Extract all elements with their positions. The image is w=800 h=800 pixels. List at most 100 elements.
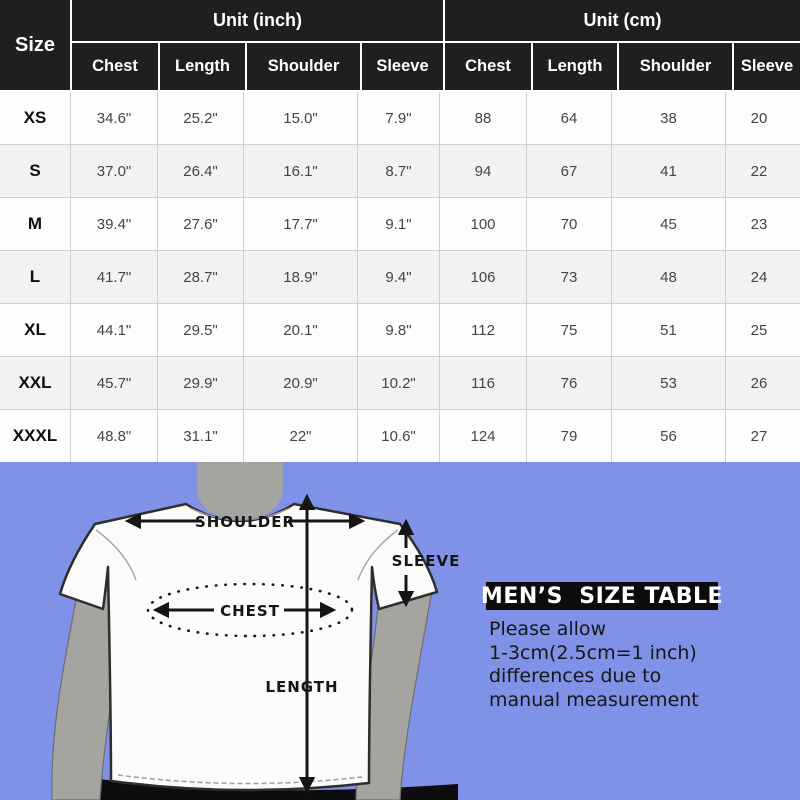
- note-line: differences due to: [489, 665, 662, 687]
- unit-inch-header-cell: Unit (inch): [72, 0, 443, 41]
- table-header: Size Unit (inch) Unit (cm) Chest Length …: [0, 0, 800, 92]
- value-cell: 22": [244, 410, 358, 462]
- value-cell: 8.7": [358, 145, 440, 197]
- value-cell: 23: [750, 215, 768, 233]
- column-header-chest-inch: Chest: [72, 43, 158, 90]
- value-cell: 41.7": [71, 251, 158, 303]
- value-cell: 94: [440, 145, 527, 197]
- value-cell: 16.1": [244, 145, 358, 197]
- value-cell: 45: [612, 198, 726, 250]
- value-cell: 10.2": [358, 357, 440, 409]
- length-label: LENGTH: [265, 678, 338, 696]
- table-row: L 41.7" 28.7" 18.9" 9.4" 106 73 48 24: [0, 250, 800, 303]
- table-row: XXL 45.7" 29.9" 20.9" 10.2" 116 76 53 26: [0, 356, 800, 409]
- value-cell: 27.6": [158, 198, 244, 250]
- value-cell: 124: [440, 410, 527, 462]
- value-cell: 112: [440, 304, 527, 356]
- value-cell: 25: [750, 321, 768, 339]
- value-cell: 48: [612, 251, 726, 303]
- value-cell: 25.2": [158, 92, 244, 144]
- column-header-sleeve-cm: Sleeve: [734, 43, 800, 90]
- size-cell: L: [0, 251, 71, 303]
- value-cell: 51: [612, 304, 726, 356]
- table-row: M 39.4" 27.6" 17.7" 9.1" 100 70 45 23: [0, 197, 800, 250]
- size-header-cell: Size: [0, 0, 70, 90]
- value-cell: 41: [612, 145, 726, 197]
- note-line: 1-3cm(2.5cm=1 inch): [489, 641, 697, 664]
- chest-dotted-ellipse: [146, 582, 354, 638]
- value-cell: 24: [750, 268, 768, 286]
- measurement-diagram: SHOULDER LENGTH CHEST SLEEVE MEN’S SIZE …: [0, 462, 800, 800]
- unit-cm-header-cell: Unit (cm): [445, 0, 800, 41]
- value-cell: 26: [750, 374, 768, 392]
- tshirt-measurement-graphic: SHOULDER LENGTH CHEST SLEEVE: [0, 462, 800, 800]
- column-header-sleeve-inch: Sleeve: [362, 43, 443, 90]
- value-cell: 18.9": [244, 251, 358, 303]
- value-cell: 20: [750, 109, 768, 127]
- note-line: manual measurement: [489, 688, 699, 711]
- value-cell: 20.9": [244, 357, 358, 409]
- value-cell: 100: [440, 198, 527, 250]
- shoulder-label: SHOULDER: [195, 513, 295, 531]
- value-cell: 75: [527, 304, 612, 356]
- value-cell: 44.1": [71, 304, 158, 356]
- value-cell: 31.1": [158, 410, 244, 462]
- value-cell: 15.0": [244, 92, 358, 144]
- mannequin-neck: [197, 462, 283, 519]
- column-header-shoulder-inch: Shoulder: [247, 43, 360, 90]
- value-cell: 39.4": [71, 198, 158, 250]
- hem-stitch-line: [117, 774, 363, 785]
- table-row: S 37.0" 26.4" 16.1" 8.7" 94 67 41 22: [0, 144, 800, 197]
- column-header-length-cm: Length: [533, 43, 617, 90]
- value-cell: 38: [612, 92, 726, 144]
- value-cell: 10.6": [358, 410, 440, 462]
- value-cell: 88: [440, 92, 527, 144]
- note-line: Please allow: [489, 618, 607, 640]
- value-cell: 64: [527, 92, 612, 144]
- value-cell: 106: [440, 251, 527, 303]
- column-header-chest-cm: Chest: [445, 43, 531, 90]
- value-cell: 45.7": [71, 357, 158, 409]
- measurement-note: Please allow 1-3cm(2.5cm=1 inch) differe…: [489, 618, 699, 712]
- value-cell: 9.8": [358, 304, 440, 356]
- value-cell: 17.7": [244, 198, 358, 250]
- value-cell: 56: [612, 410, 726, 462]
- value-cell: 29.5": [158, 304, 244, 356]
- value-cell: 70: [527, 198, 612, 250]
- sleeve-label: SLEEVE: [392, 552, 461, 570]
- value-cell: 28.7": [158, 251, 244, 303]
- value-cell: 76: [527, 357, 612, 409]
- collar-inner-line: [189, 507, 291, 521]
- table-row: XS 34.6" 25.2" 15.0" 7.9" 88 64 38 20: [0, 92, 800, 144]
- value-cell: 48.8": [71, 410, 158, 462]
- column-header-shoulder-cm: Shoulder: [619, 43, 732, 90]
- size-cell: XL: [0, 304, 71, 356]
- value-cell: 37.0": [71, 145, 158, 197]
- size-cell: XS: [0, 92, 71, 144]
- size-cell: XXXL: [0, 410, 71, 462]
- value-cell: 67: [527, 145, 612, 197]
- value-cell: 26.4": [158, 145, 244, 197]
- table-row: XXXL 48.8" 31.1" 22" 10.6" 124 79 56 27: [0, 409, 800, 462]
- value-cell: 79: [527, 410, 612, 462]
- value-cell: 34.6": [71, 92, 158, 144]
- value-cell: 9.4": [358, 251, 440, 303]
- value-cell: 7.9": [358, 92, 440, 144]
- value-cell: 22: [750, 162, 768, 180]
- chest-label: CHEST: [220, 602, 280, 620]
- value-cell: 9.1": [358, 198, 440, 250]
- value-cell: 27: [750, 427, 768, 445]
- column-header-length-inch: Length: [160, 43, 245, 90]
- size-table: Size Unit (inch) Unit (cm) Chest Length …: [0, 0, 800, 462]
- value-cell: 53: [612, 357, 726, 409]
- size-cell: S: [0, 145, 71, 197]
- value-cell: 73: [527, 251, 612, 303]
- tshirt-outline: [58, 502, 439, 792]
- size-cell: XXL: [0, 357, 71, 409]
- table-body: XS 34.6" 25.2" 15.0" 7.9" 88 64 38 20 S …: [0, 92, 800, 462]
- value-cell: 116: [440, 357, 527, 409]
- table-row: XL 44.1" 29.5" 20.1" 9.8" 112 75 51 25: [0, 303, 800, 356]
- right-shoulder-seam: [357, 529, 399, 581]
- value-cell: 20.1": [244, 304, 358, 356]
